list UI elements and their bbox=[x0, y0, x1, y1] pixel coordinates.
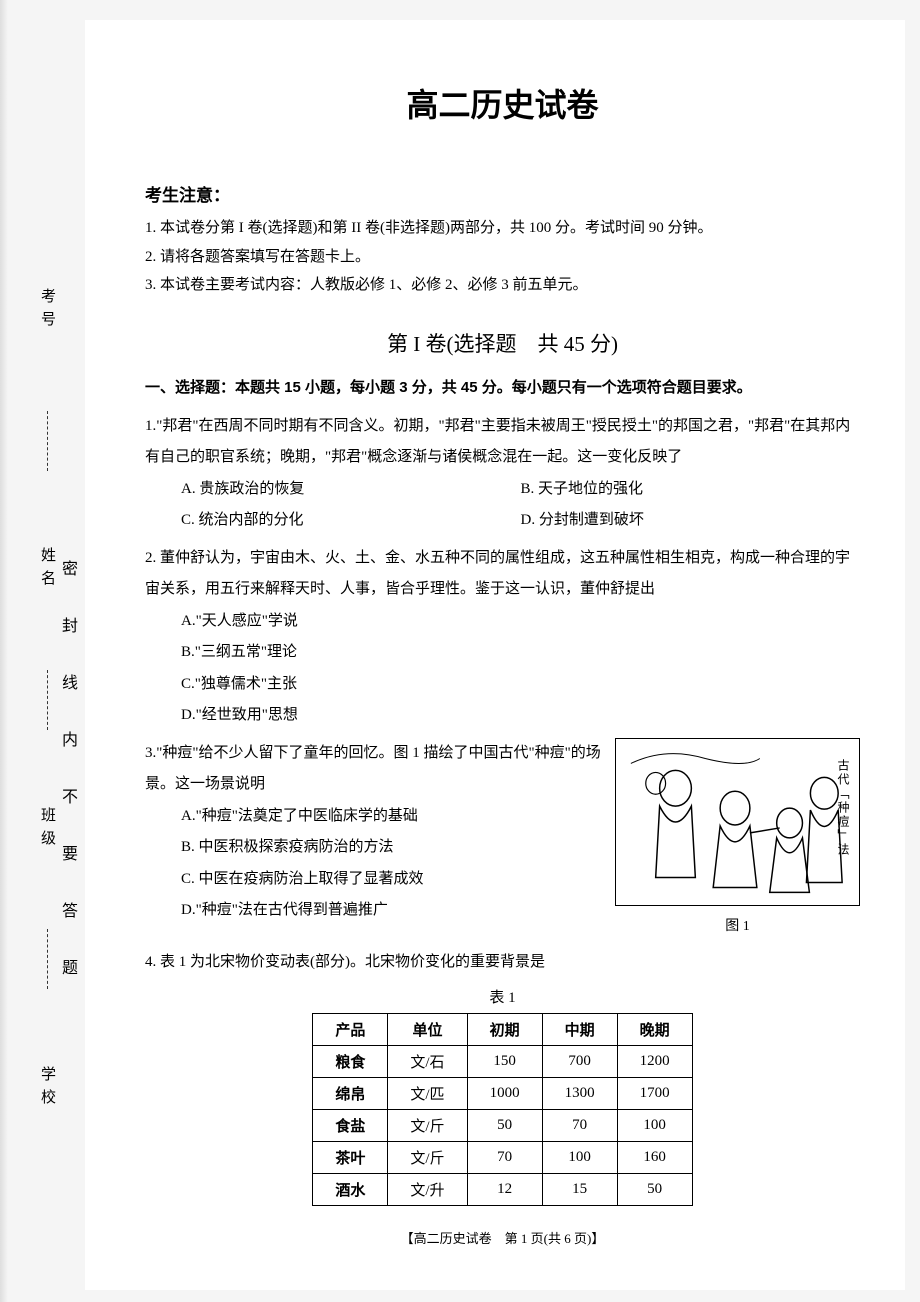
q3-text: 3."种痘"给不少人留下了童年的回忆。图 1 描绘了中国古代"种痘"的场景。这一… bbox=[145, 738, 603, 801]
q2-option-b: B."三纲五常"理论 bbox=[181, 637, 860, 669]
margin-line bbox=[47, 670, 48, 730]
table-cell: 100 bbox=[542, 1142, 617, 1174]
q1-option-d: D. 分封制遭到破坏 bbox=[521, 505, 861, 537]
figure-1-image: 古代「种痘」法 bbox=[615, 738, 860, 906]
price-table: 产品 单位 初期 中期 晚期 粮食文/石1507001200绵帛文/匹10001… bbox=[312, 1013, 692, 1206]
q4-text: 4. 表 1 为北宋物价变动表(部分)。北宋物价变化的重要背景是 bbox=[145, 947, 860, 979]
margin-line bbox=[47, 929, 48, 989]
table-cell: 70 bbox=[542, 1110, 617, 1142]
notice-item-1: 1. 本试卷分第 I 卷(选择题)和第 II 卷(非选择题)两部分，共 100 … bbox=[145, 214, 860, 243]
col-product: 产品 bbox=[313, 1014, 388, 1046]
notice-head: 考生注意： bbox=[145, 181, 860, 206]
q1-options: A. 贵族政治的恢复 C. 统治内部的分化 B. 天子地位的强化 D. 分封制遭… bbox=[145, 474, 860, 537]
q3-option-b: B. 中医积极探索疫病防治的方法 bbox=[181, 832, 603, 864]
table-cell: 文/升 bbox=[388, 1174, 467, 1206]
table-row: 绵帛文/匹100013001700 bbox=[313, 1078, 692, 1110]
seal-text: 密 封 线 内 不 要 答 题 bbox=[55, 560, 79, 987]
q1-option-a: A. 贵族政治的恢复 bbox=[181, 474, 521, 506]
col-late: 晚期 bbox=[617, 1014, 692, 1046]
table-cell: 酒水 bbox=[313, 1174, 388, 1206]
margin-label-examno: 考号 bbox=[37, 288, 58, 334]
q3-options: A."种痘"法奠定了中医临床学的基础 B. 中医积极探索疫病防治的方法 C. 中… bbox=[145, 801, 603, 927]
table-cell: 50 bbox=[467, 1110, 542, 1142]
table-cell: 700 bbox=[542, 1046, 617, 1078]
table-cell: 15 bbox=[542, 1174, 617, 1206]
table-cell: 50 bbox=[617, 1174, 692, 1206]
table-1-caption: 表 1 bbox=[145, 986, 860, 1007]
table-cell: 食盐 bbox=[313, 1110, 388, 1142]
question-1: 1."邦君"在西周不同时期有不同含义。初期，"邦君"主要指未被周王"授民授土"的… bbox=[145, 411, 860, 537]
exam-title: 高二历史试卷 bbox=[145, 80, 860, 126]
q2-options: A."天人感应"学说 B."三纲五常"理论 C."独尊儒术"主张 D."经世致用… bbox=[145, 606, 860, 732]
question-3: 3."种痘"给不少人留下了童年的回忆。图 1 描绘了中国古代"种痘"的场景。这一… bbox=[145, 738, 860, 941]
q1-option-b: B. 天子地位的强化 bbox=[521, 474, 861, 506]
margin-line bbox=[47, 411, 48, 471]
table-row: 茶叶文/斤70100160 bbox=[313, 1142, 692, 1174]
col-unit: 单位 bbox=[388, 1014, 467, 1046]
margin-label-school: 学校 bbox=[37, 1066, 58, 1112]
col-early: 初期 bbox=[467, 1014, 542, 1046]
table-cell: 1000 bbox=[467, 1078, 542, 1110]
col-mid: 中期 bbox=[542, 1014, 617, 1046]
figure-1: 古代「种痘」法 图 1 bbox=[615, 738, 860, 941]
table-cell: 1700 bbox=[617, 1078, 692, 1110]
exam-page: 高二历史试卷 考生注意： 1. 本试卷分第 I 卷(选择题)和第 II 卷(非选… bbox=[85, 20, 905, 1290]
table-cell: 绵帛 bbox=[313, 1078, 388, 1110]
table-cell: 100 bbox=[617, 1110, 692, 1142]
table-cell: 文/斤 bbox=[388, 1142, 467, 1174]
q2-text: 2. 董仲舒认为，宇宙由木、火、土、金、水五种不同的属性组成，这五种属性相生相克… bbox=[145, 543, 860, 606]
table-cell: 文/斤 bbox=[388, 1110, 467, 1142]
scan-shadow bbox=[0, 0, 8, 1302]
q1-text: 1."邦君"在西周不同时期有不同含义。初期，"邦君"主要指未被周王"授民授土"的… bbox=[145, 411, 860, 474]
table-cell: 1200 bbox=[617, 1046, 692, 1078]
q3-option-c: C. 中医在疫病防治上取得了显著成效 bbox=[181, 864, 603, 896]
question-4: 4. 表 1 为北宋物价变动表(部分)。北宋物价变化的重要背景是 bbox=[145, 947, 860, 979]
q1-option-c: C. 统治内部的分化 bbox=[181, 505, 521, 537]
section1-stem: 一、选择题：本题共 15 小题，每小题 3 分，共 45 分。每小题只有一个选项… bbox=[145, 376, 860, 397]
table-cell: 粮食 bbox=[313, 1046, 388, 1078]
vaccination-illustration bbox=[616, 738, 859, 906]
notice-item-2: 2. 请将各题答案填写在答题卡上。 bbox=[145, 243, 860, 272]
table-row: 酒水文/升121550 bbox=[313, 1174, 692, 1206]
q3-option-d: D."种痘"法在古代得到普遍推广 bbox=[181, 895, 603, 927]
table-cell: 150 bbox=[467, 1046, 542, 1078]
question-2: 2. 董仲舒认为，宇宙由木、火、土、金、水五种不同的属性组成，这五种属性相生相克… bbox=[145, 543, 860, 732]
notice-item-3: 3. 本试卷主要考试内容：人教版必修 1、必修 2、必修 3 前五单元。 bbox=[145, 271, 860, 300]
table-cell: 160 bbox=[617, 1142, 692, 1174]
table-cell: 12 bbox=[467, 1174, 542, 1206]
figure-1-side-label: 古代「种痘」法 bbox=[830, 759, 855, 857]
q2-option-a: A."天人感应"学说 bbox=[181, 606, 860, 638]
q2-option-d: D."经世致用"思想 bbox=[181, 700, 860, 732]
q2-option-c: C."独尊儒术"主张 bbox=[181, 669, 860, 701]
table-cell: 1300 bbox=[542, 1078, 617, 1110]
q3-option-a: A."种痘"法奠定了中医临床学的基础 bbox=[181, 801, 603, 833]
seal-line-text: 密 封 线 内 不 要 答 题 bbox=[55, 560, 79, 987]
table-row: 粮食文/石1507001200 bbox=[313, 1046, 692, 1078]
table-header-row: 产品 单位 初期 中期 晚期 bbox=[313, 1014, 692, 1046]
table-cell: 茶叶 bbox=[313, 1142, 388, 1174]
table-cell: 文/石 bbox=[388, 1046, 467, 1078]
section1-head: 第 I 卷(选择题 共 45 分) bbox=[145, 328, 860, 358]
page-footer: 【高二历史试卷 第 1 页(共 6 页)】 bbox=[145, 1228, 860, 1247]
table-row: 食盐文/斤5070100 bbox=[313, 1110, 692, 1142]
figure-1-caption: 图 1 bbox=[615, 912, 860, 941]
table-cell: 70 bbox=[467, 1142, 542, 1174]
table-cell: 文/匹 bbox=[388, 1078, 467, 1110]
